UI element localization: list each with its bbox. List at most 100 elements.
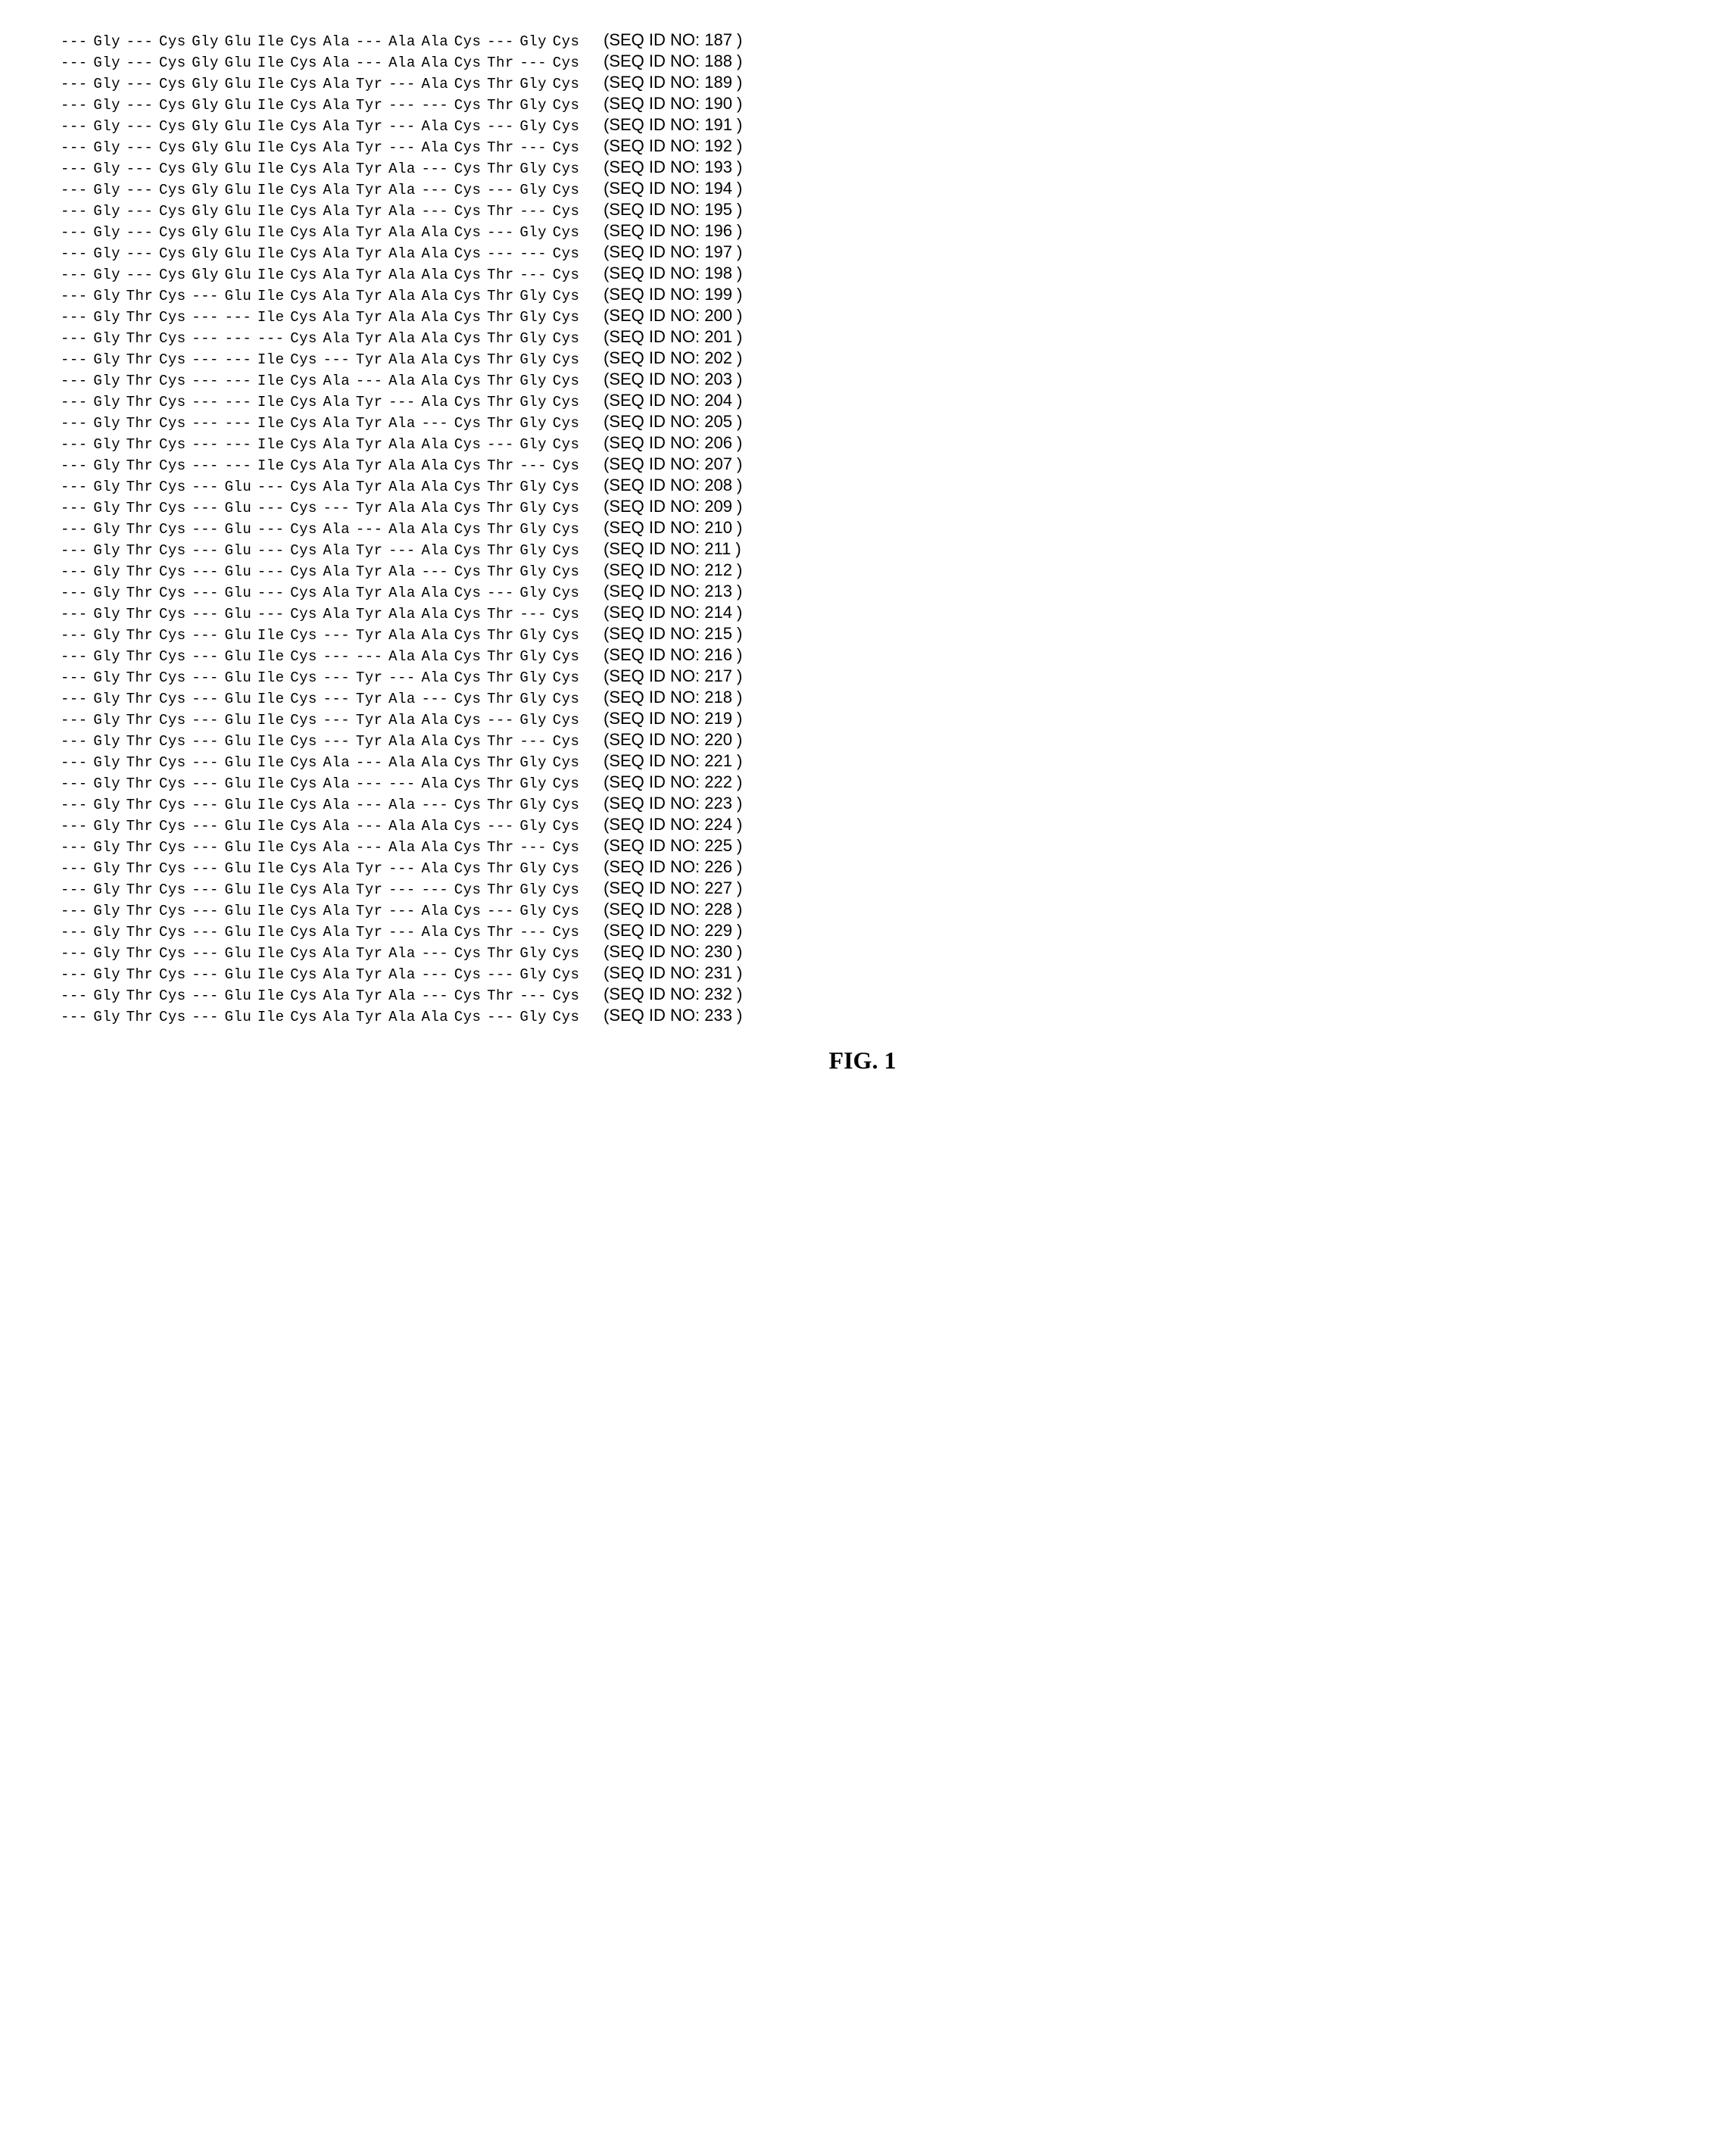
sequence-residues: ---Gly---CysGlyGluIleCysAlaTyrAlaAlaCysT… <box>61 267 585 283</box>
sequence-row: ---GlyThrCys---GluIleCysAla---Ala---CysT… <box>61 794 1664 813</box>
seq-id-label: (SEQ ID NO: 229 ) <box>604 921 742 941</box>
sequence-alignment-table: ---Gly---CysGlyGluIleCysAla---AlaAlaCys-… <box>61 30 1664 1025</box>
sequence-row: ---Gly---CysGlyGluIleCysAlaTyrAlaAlaCys-… <box>61 242 1664 262</box>
sequence-row: ---GlyThrCys------IleCysAlaTyrAlaAlaCys-… <box>61 433 1664 453</box>
sequence-residues: ---GlyThrCys------IleCysAlaTyr---AlaCysT… <box>61 394 585 410</box>
seq-id-label: (SEQ ID NO: 228 ) <box>604 900 742 919</box>
seq-id-label: (SEQ ID NO: 191 ) <box>604 115 742 135</box>
sequence-residues: ---GlyThrCys---GluIleCys---TyrAla---CysT… <box>61 691 585 707</box>
sequence-row: ---Gly---CysGlyGluIleCysAlaTyr---AlaCysT… <box>61 73 1664 92</box>
sequence-residues: ---Gly---CysGlyGluIleCysAla---AlaAlaCysT… <box>61 55 585 71</box>
sequence-row: ---GlyThrCys---GluIleCysAla------AlaCysT… <box>61 772 1664 792</box>
sequence-residues: ---Gly---CysGlyGluIleCysAlaTyrAla---CysT… <box>61 161 585 177</box>
sequence-residues: ---GlyThrCys---Glu---CysAlaTyr---AlaCysT… <box>61 542 585 559</box>
seq-id-label: (SEQ ID NO: 213 ) <box>604 582 742 601</box>
sequence-row: ---GlyThrCys---GluIleCysAla---AlaAlaCysT… <box>61 751 1664 771</box>
seq-id-label: (SEQ ID NO: 195 ) <box>604 200 742 220</box>
sequence-residues: ---GlyThrCys---Glu---CysAla---AlaAlaCysT… <box>61 521 585 538</box>
sequence-residues: ---GlyThrCys---GluIleCysAlaTyr------CysT… <box>61 881 585 898</box>
sequence-residues: ---GlyThrCys------IleCysAla---AlaAlaCysT… <box>61 373 585 389</box>
sequence-residues: ---GlyThrCys---GluIleCys---TyrAlaAlaCys-… <box>61 712 585 729</box>
sequence-row: ---GlyThrCys------IleCysAlaTyrAlaAlaCysT… <box>61 454 1664 474</box>
seq-id-label: (SEQ ID NO: 190 ) <box>604 94 742 114</box>
sequence-row: ---GlyThrCys---Glu---CysAlaTyrAlaAlaCysT… <box>61 603 1664 622</box>
sequence-residues: ---GlyThrCys---GluIleCysAlaTyr---AlaCys-… <box>61 903 585 919</box>
sequence-residues: ---Gly---CysGlyGluIleCysAlaTyrAlaAlaCys-… <box>61 224 585 241</box>
sequence-residues: ---GlyThrCys------IleCys---TyrAlaAlaCysT… <box>61 351 585 368</box>
seq-id-label: (SEQ ID NO: 208 ) <box>604 476 742 495</box>
sequence-row: ---GlyThrCys---GluIleCys---Tyr---AlaCysT… <box>61 666 1664 686</box>
seq-id-label: (SEQ ID NO: 188 ) <box>604 51 742 71</box>
sequence-residues: ---Gly---CysGlyGluIleCysAlaTyr------CysT… <box>61 97 585 114</box>
sequence-residues: ---GlyThrCys------IleCysAlaTyrAlaAlaCys-… <box>61 436 585 453</box>
sequence-residues: ---GlyThrCys---------CysAlaTyrAlaAlaCysT… <box>61 330 585 347</box>
sequence-residues: ---GlyThrCys---GluIleCysAlaTyr---AlaCysT… <box>61 924 585 941</box>
seq-id-label: (SEQ ID NO: 227 ) <box>604 878 742 898</box>
sequence-residues: ---GlyThrCys---GluIleCysAla---AlaAlaCysT… <box>61 754 585 771</box>
sequence-row: ---Gly---CysGlyGluIleCysAlaTyrAlaAlaCys-… <box>61 221 1664 241</box>
sequence-residues: ---GlyThrCys---GluIleCysAlaTyrAlaAlaCys-… <box>61 1009 585 1025</box>
sequence-row: ---GlyThrCys------IleCys---TyrAlaAlaCysT… <box>61 348 1664 368</box>
sequence-residues: ---GlyThrCys---GluIleCys---TyrAlaAlaCysT… <box>61 627 585 644</box>
sequence-residues: ---Gly---CysGlyGluIleCysAla---AlaAlaCys-… <box>61 33 585 50</box>
seq-id-label: (SEQ ID NO: 225 ) <box>604 836 742 856</box>
seq-id-label: (SEQ ID NO: 215 ) <box>604 624 742 644</box>
sequence-residues: ---GlyThrCys---GluIleCysAla---AlaAlaCysT… <box>61 839 585 856</box>
seq-id-label: (SEQ ID NO: 197 ) <box>604 242 742 262</box>
sequence-row: ---Gly---CysGlyGluIleCysAlaTyr---AlaCys-… <box>61 115 1664 135</box>
sequence-residues: ---GlyThrCys---GluIleCysAlaTyrAla---Cys-… <box>61 966 585 983</box>
sequence-row: ---GlyThrCys---GluIleCys------AlaAlaCysT… <box>61 645 1664 665</box>
seq-id-label: (SEQ ID NO: 192 ) <box>604 136 742 156</box>
sequence-row: ---Gly---CysGlyGluIleCysAlaTyrAla---CysT… <box>61 158 1664 177</box>
seq-id-label: (SEQ ID NO: 233 ) <box>604 1006 742 1025</box>
sequence-row: ---GlyThrCys------IleCysAlaTyr---AlaCysT… <box>61 391 1664 410</box>
seq-id-label: (SEQ ID NO: 219 ) <box>604 709 742 729</box>
sequence-row: ---GlyThrCys---GluIleCys---TyrAla---CysT… <box>61 688 1664 707</box>
seq-id-label: (SEQ ID NO: 221 ) <box>604 751 742 771</box>
sequence-row: ---GlyThrCys---GluIleCysAlaTyrAla---CysT… <box>61 984 1664 1004</box>
sequence-residues: ---GlyThrCys---Glu---CysAlaTyrAla---CysT… <box>61 563 585 580</box>
seq-id-label: (SEQ ID NO: 206 ) <box>604 433 742 453</box>
seq-id-label: (SEQ ID NO: 226 ) <box>604 857 742 877</box>
sequence-residues: ---GlyThrCys---Glu---CysAlaTyrAlaAlaCys-… <box>61 585 585 601</box>
sequence-residues: ---GlyThrCys---GluIleCys---Tyr---AlaCysT… <box>61 669 585 686</box>
sequence-residues: ---GlyThrCys---GluIleCysAlaTyrAla---CysT… <box>61 945 585 962</box>
seq-id-label: (SEQ ID NO: 210 ) <box>604 518 742 538</box>
seq-id-label: (SEQ ID NO: 214 ) <box>604 603 742 622</box>
sequence-row: ---GlyThrCys---------CysAlaTyrAlaAlaCysT… <box>61 327 1664 347</box>
seq-id-label: (SEQ ID NO: 211 ) <box>604 539 741 559</box>
sequence-row: ---GlyThrCys---GluIleCysAla---AlaAlaCysT… <box>61 836 1664 856</box>
sequence-row: ---GlyThrCys---GluIleCysAlaTyrAla---CysT… <box>61 942 1664 962</box>
sequence-residues: ---GlyThrCys---GluIleCysAla------AlaCysT… <box>61 775 585 792</box>
sequence-residues: ---GlyThrCys---GluIleCysAlaTyr---AlaCysT… <box>61 860 585 877</box>
sequence-row: ---GlyThrCys---Glu---CysAlaTyrAla---CysT… <box>61 560 1664 580</box>
sequence-row: ---GlyThrCys---GluIleCysAlaTyrAlaAlaCys-… <box>61 1006 1664 1025</box>
sequence-residues: ---Gly---CysGlyGluIleCysAlaTyr---AlaCysT… <box>61 139 585 156</box>
seq-id-label: (SEQ ID NO: 187 ) <box>604 30 742 50</box>
sequence-row: ---GlyThrCys---GluIleCysAlaTyrAlaAlaCysT… <box>61 285 1664 304</box>
sequence-residues: ---GlyThrCys---GluIleCys---TyrAlaAlaCysT… <box>61 733 585 750</box>
sequence-row: ---Gly---CysGlyGluIleCysAlaTyr---AlaCysT… <box>61 136 1664 156</box>
sequence-residues: ---GlyThrCys---Glu---CysAlaTyrAlaAlaCysT… <box>61 606 585 622</box>
sequence-row: ---GlyThrCys------IleCysAlaTyrAlaAlaCysT… <box>61 306 1664 326</box>
sequence-residues: ---Gly---CysGlyGluIleCysAlaTyrAla---Cys-… <box>61 182 585 198</box>
sequence-row: ---GlyThrCys---Glu---Cys---TyrAlaAlaCysT… <box>61 497 1664 516</box>
sequence-residues: ---GlyThrCys---Glu---CysAlaTyrAlaAlaCysT… <box>61 479 585 495</box>
sequence-residues: ---Gly---CysGlyGluIleCysAlaTyr---AlaCysT… <box>61 76 585 92</box>
figure-label: FIG. 1 <box>61 1047 1664 1075</box>
seq-id-label: (SEQ ID NO: 223 ) <box>604 794 742 813</box>
seq-id-label: (SEQ ID NO: 205 ) <box>604 412 742 432</box>
sequence-row: ---Gly---CysGlyGluIleCysAlaTyr------CysT… <box>61 94 1664 114</box>
sequence-residues: ---GlyThrCys------IleCysAlaTyrAlaAlaCysT… <box>61 457 585 474</box>
sequence-row: ---GlyThrCys---GluIleCys---TyrAlaAlaCysT… <box>61 730 1664 750</box>
seq-id-label: (SEQ ID NO: 200 ) <box>604 306 742 326</box>
sequence-residues: ---GlyThrCys---Glu---Cys---TyrAlaAlaCysT… <box>61 500 585 516</box>
seq-id-label: (SEQ ID NO: 199 ) <box>604 285 742 304</box>
sequence-residues: ---Gly---CysGlyGluIleCysAlaTyr---AlaCys-… <box>61 118 585 135</box>
seq-id-label: (SEQ ID NO: 217 ) <box>604 666 742 686</box>
sequence-row: ---GlyThrCys---GluIleCysAlaTyr------CysT… <box>61 878 1664 898</box>
sequence-row: ---Gly---CysGlyGluIleCysAla---AlaAlaCysT… <box>61 51 1664 71</box>
seq-id-label: (SEQ ID NO: 201 ) <box>604 327 742 347</box>
seq-id-label: (SEQ ID NO: 212 ) <box>604 560 742 580</box>
sequence-row: ---GlyThrCys---Glu---CysAlaTyr---AlaCysT… <box>61 539 1664 559</box>
